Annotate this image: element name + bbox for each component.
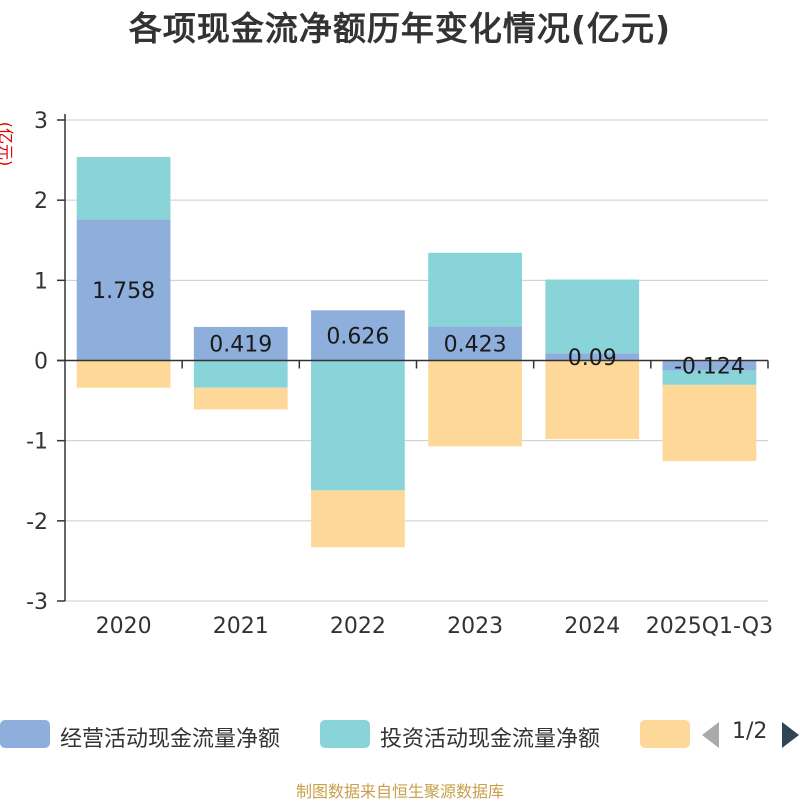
bar-operating-2021[interactable] bbox=[193, 326, 288, 361]
x-tick-label: 2021 bbox=[213, 614, 269, 639]
x-tick-label: 2025Q1-Q3 bbox=[646, 614, 773, 639]
bar-operating-2020[interactable] bbox=[76, 219, 171, 361]
legend-label-operating: 经营活动现金流量净额 bbox=[60, 727, 281, 752]
legend-swatch-operating bbox=[0, 720, 50, 748]
x-tick-label: 2024 bbox=[564, 614, 620, 639]
bar-financing-2025Q1-Q3[interactable] bbox=[662, 384, 757, 462]
grid-lines bbox=[65, 119, 768, 602]
data-label: 1.758 bbox=[92, 279, 155, 304]
bar-investing-2023[interactable] bbox=[428, 252, 522, 327]
bar-operating-2022[interactable] bbox=[311, 310, 405, 361]
y-tick-label: -1 bbox=[26, 430, 48, 455]
data-label: 0.09 bbox=[568, 346, 617, 371]
legend-label-investing: 投资活动现金流量净额 bbox=[380, 727, 601, 752]
bar-investing-2024[interactable] bbox=[545, 279, 640, 354]
bar-investing-2020[interactable] bbox=[76, 157, 171, 220]
y-tick-label: -2 bbox=[26, 510, 48, 535]
bar-financing-2020[interactable] bbox=[76, 360, 171, 388]
data-label: 0.419 bbox=[209, 333, 272, 358]
bar-operating-2023[interactable] bbox=[428, 326, 522, 361]
legend-swatch-investing bbox=[320, 720, 370, 748]
data-label: 0.626 bbox=[326, 324, 389, 349]
bar-financing-2021[interactable] bbox=[193, 387, 288, 410]
x-tick-label: 2022 bbox=[330, 614, 386, 639]
bar-financing-2024[interactable] bbox=[545, 360, 640, 440]
chart-title: 各项现金流净额历年变化情况(亿元) bbox=[128, 9, 672, 48]
y-tick-label: 1 bbox=[34, 269, 48, 294]
y-tick-label: 3 bbox=[34, 109, 48, 134]
legend-page-indicator: 1/2 bbox=[732, 719, 768, 744]
y-axis-label: (亿元) bbox=[0, 122, 15, 167]
bar-financing-2022[interactable] bbox=[311, 490, 405, 548]
data-label: 0.423 bbox=[444, 333, 507, 358]
y-tick-label: -3 bbox=[26, 590, 48, 615]
x-tick-label: 2023 bbox=[447, 614, 503, 639]
bar-financing-2023[interactable] bbox=[428, 360, 522, 447]
bar-investing-2021[interactable] bbox=[193, 360, 288, 388]
bar-operating-2024[interactable] bbox=[545, 353, 640, 361]
legend-next-icon[interactable] bbox=[782, 722, 799, 748]
bar-group bbox=[76, 157, 757, 548]
bar-operating-2025Q1-Q3[interactable] bbox=[662, 360, 757, 371]
data-label: -0.124 bbox=[674, 354, 745, 379]
y-tick-label: 0 bbox=[34, 350, 48, 375]
legend-prev-icon[interactable] bbox=[702, 722, 719, 748]
x-tick-label: 2020 bbox=[96, 614, 152, 639]
legend-pager: 1/2 bbox=[700, 714, 800, 754]
source-note: 制图数据来自恒生聚源数据库 bbox=[295, 782, 504, 801]
y-tick-label: 2 bbox=[34, 189, 48, 214]
axes: 3 2 1 0 -1 -2 -3 2020 2021 2022 2023 2024 2025Q1-Q3 bbox=[26, 109, 773, 639]
data-labels: 1.758 0.419 0.626 0.423 0.09 -0.124 bbox=[92, 279, 745, 379]
legend: 经营活动现金流量净额 投资活动现金流量净额 1/2 bbox=[0, 714, 800, 754]
legend-swatch-financing bbox=[640, 720, 690, 748]
bar-investing-2022[interactable] bbox=[311, 360, 405, 491]
bar-investing-2025Q1-Q3[interactable] bbox=[662, 370, 757, 385]
